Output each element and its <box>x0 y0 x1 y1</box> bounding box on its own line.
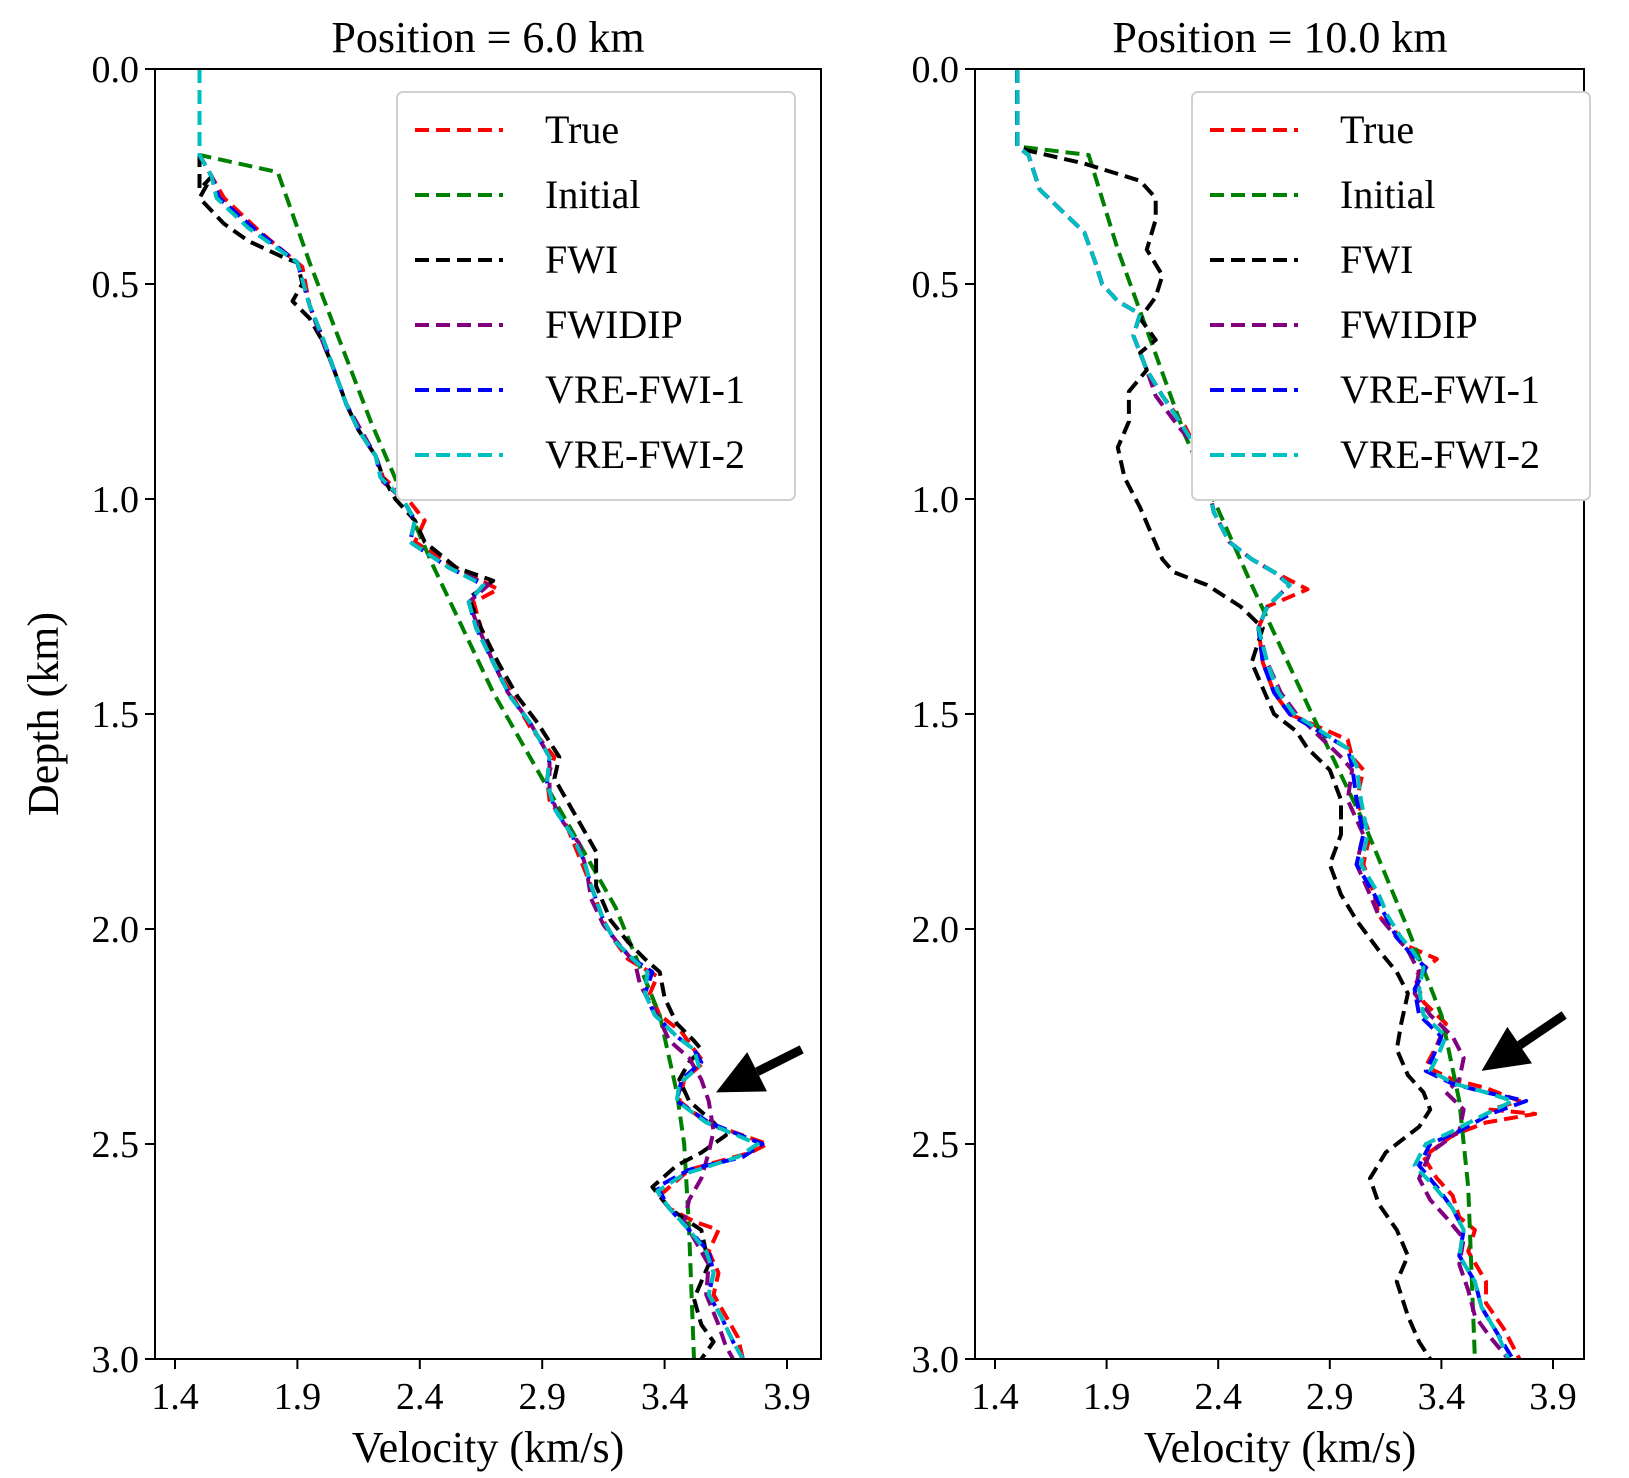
y-ticks: 0.0 0.5 1.0 1.5 2.0 2.5 3.0 <box>912 49 975 1381</box>
x-tick-label: 1.9 <box>1083 1376 1131 1418</box>
x-tick-label: 1.4 <box>151 1376 199 1418</box>
x-tick-label: 2.4 <box>1194 1376 1242 1418</box>
annotation-arrow <box>716 1045 804 1093</box>
x-tick-label: 2.4 <box>396 1376 444 1418</box>
y-tick-label: 2.0 <box>92 909 140 951</box>
legend-label: VRE-FWI-1 <box>545 367 745 412</box>
y-ticks: 0.0 0.5 1.0 1.5 2.0 2.5 3.0 <box>92 49 155 1381</box>
y-tick-label: 1.0 <box>912 479 960 521</box>
chart-title: Position = 10.0 km <box>1112 13 1447 62</box>
arrow-shaft <box>755 1045 804 1076</box>
series-line-fwi <box>1015 69 1433 1359</box>
arrow-head <box>716 1052 767 1093</box>
legend-label: FWI <box>545 237 618 282</box>
plot-frame <box>974 68 1585 1360</box>
series-line-vre-fwi-2 <box>1015 69 1515 1359</box>
legend-label: FWIDIP <box>1340 302 1478 347</box>
y-tick-label: 1.0 <box>92 479 140 521</box>
y-tick-label: 0.0 <box>92 49 140 91</box>
legend-label: VRE-FWI-1 <box>1340 367 1540 412</box>
series-lines <box>197 69 770 1359</box>
chart-title: Position = 6.0 km <box>331 13 644 62</box>
arrow-shaft <box>1517 1011 1567 1049</box>
x-tick-label: 2.9 <box>1306 1376 1354 1418</box>
y-tick-label: 2.5 <box>912 1124 960 1166</box>
legend-label: True <box>1340 107 1414 152</box>
legend-label: VRE-FWI-2 <box>1340 432 1540 477</box>
series-line-vre-fwi-2 <box>197 69 760 1359</box>
y-tick-label: 1.5 <box>92 694 140 736</box>
legend-label: Initial <box>545 172 641 217</box>
series-line-fwi <box>197 69 728 1359</box>
x-axis-label: Velocity (km/s) <box>352 1423 625 1472</box>
legend-label: True <box>545 107 619 152</box>
x-tick-label: 3.4 <box>1418 1376 1466 1418</box>
x-ticks: 1.4 1.9 2.4 2.9 3.4 3.9 <box>971 1359 1577 1418</box>
legend-label: Initial <box>1340 172 1436 217</box>
series-line-initial <box>1015 69 1477 1359</box>
x-tick-label: 3.4 <box>641 1376 689 1418</box>
annotation-arrow <box>1481 1011 1567 1071</box>
x-tick-label: 2.9 <box>518 1376 566 1418</box>
y-tick-label: 3.0 <box>92 1339 140 1381</box>
y-tick-label: 0.0 <box>912 49 960 91</box>
x-tick-label: 1.9 <box>274 1376 322 1418</box>
x-axis-label: Velocity (km/s) <box>1144 1423 1417 1472</box>
legend: True Initial FWI FWIDIP VRE-FWI-1 VRE-FWI-2 <box>396 91 796 501</box>
x-tick-label: 3.9 <box>763 1376 811 1418</box>
legend-box <box>396 91 796 501</box>
panel-position-6km: Position = 6.0 km Depth (km) Velocity (k… <box>19 13 822 1472</box>
y-tick-label: 3.0 <box>912 1339 960 1381</box>
y-tick-label: 2.5 <box>92 1124 140 1166</box>
series-lines <box>1015 69 1538 1359</box>
y-tick-label: 0.5 <box>912 264 960 306</box>
y-tick-label: 2.0 <box>912 909 960 951</box>
legend-label: FWIDIP <box>545 302 683 347</box>
legend-box <box>1191 91 1591 501</box>
series-line-fwidip <box>1015 69 1510 1359</box>
y-tick-label: 1.5 <box>912 694 960 736</box>
legend: True Initial FWI FWIDIP VRE-FWI-1 VRE-FWI-2 <box>1191 91 1591 501</box>
x-ticks: 1.4 1.9 2.4 2.9 3.4 3.9 <box>151 1359 811 1418</box>
y-tick-label: 0.5 <box>92 264 140 306</box>
legend-label: FWI <box>1340 237 1413 282</box>
y-axis-label: Depth (km) <box>19 612 68 816</box>
plot-frame <box>154 68 822 1360</box>
legend-label: VRE-FWI-2 <box>545 432 745 477</box>
arrow-head <box>1481 1026 1533 1071</box>
x-tick-label: 3.9 <box>1529 1376 1577 1418</box>
x-tick-label: 1.4 <box>971 1376 1019 1418</box>
panel-position-10km: Position = 10.0 km Velocity (km/s) 0.00.… <box>912 13 1591 1472</box>
